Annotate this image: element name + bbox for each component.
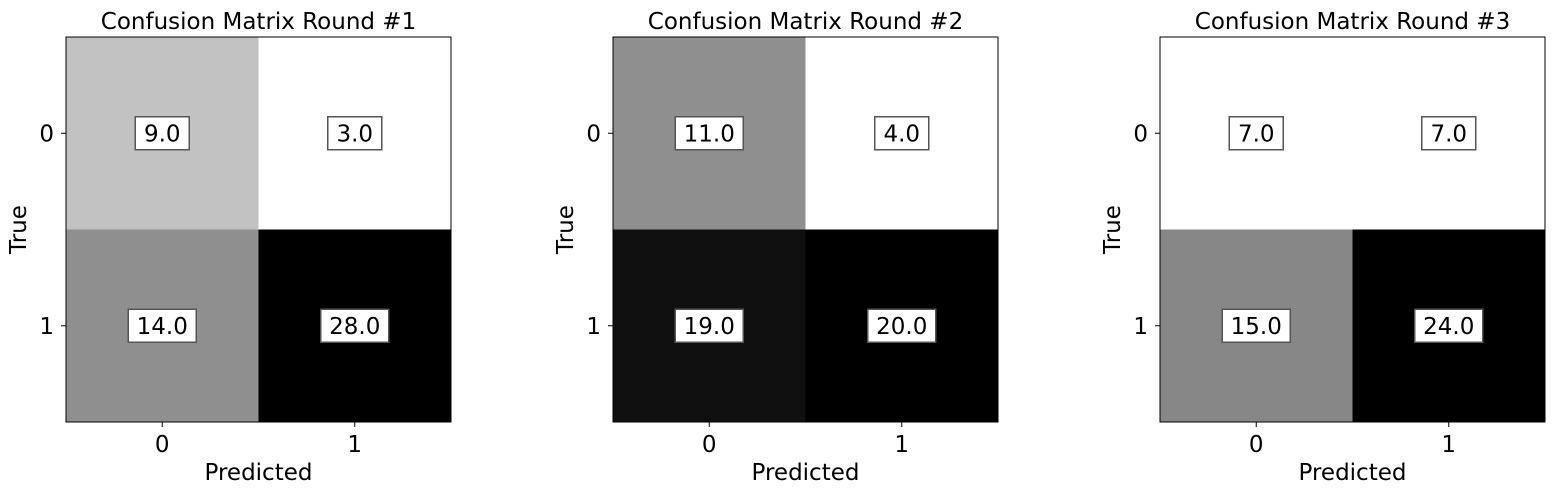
cell-value-label: 28.0 [329,314,380,340]
chart-title: Confusion Matrix Round #1 [101,9,416,35]
confusion-matrix-panel-3: 7.0 7.0 15.0 24.0 0 1 0 1 Confusion Matrix Round… [1100,9,1546,486]
cell-label-box [874,116,930,151]
cell-label-box [320,308,390,343]
cell-value-label: 9.0 [144,121,181,147]
cell-label-box [134,116,190,151]
y-tick-label: 0 [1133,121,1148,147]
cell-value-label: 19.0 [684,314,735,340]
x-tick-label: 0 [702,432,717,458]
cell-label-box [1421,116,1477,151]
cell-label-box [127,308,197,343]
cell-label-box [327,116,383,151]
cell-value-label: 7.0 [1430,121,1467,147]
y-axis-label: True [1100,205,1126,255]
cell-label-box [674,308,744,343]
cell-label-box [867,308,937,343]
cell-label-box [674,116,744,151]
y-tick-label: 1 [39,314,54,340]
x-tick-label: 1 [347,432,362,458]
cell-value-label: 3.0 [336,121,373,147]
cell-value-label: 24.0 [1423,314,1474,340]
cell-value-label: 11.0 [684,121,735,147]
cell-value-label: 14.0 [137,314,188,340]
axes-frame [65,36,452,423]
chart-title: Confusion Matrix Round #3 [1195,9,1510,35]
y-axis-label: True [6,205,32,255]
x-tick-label: 0 [1249,432,1264,458]
cell-value-label: 20.0 [876,314,927,340]
y-tick-label: 0 [39,121,54,147]
y-tick-label: 1 [1133,314,1148,340]
x-axis-label: Predicted [205,460,313,486]
x-axis-label: Predicted [1299,460,1407,486]
confusion-matrix-panel-1: 9.0 3.0 14.0 28.0 0 1 0 1 Confusion Matrix Round… [6,9,452,486]
cell-value-label: 7.0 [1238,121,1275,147]
axes-frame [1159,36,1546,423]
x-tick-label: 1 [894,432,909,458]
x-tick-label: 0 [155,432,170,458]
y-axis-label: True [553,205,579,255]
y-tick-label: 0 [586,121,601,147]
cell-label-box [1414,308,1484,343]
cell-label-box [1228,116,1284,151]
x-axis-label: Predicted [752,460,860,486]
y-tick-label: 1 [586,314,601,340]
cell-value-label: 15.0 [1231,314,1282,340]
confusion-matrix-panel-2: 11.0 4.0 19.0 20.0 0 1 0 1 Confusion Matrix Roun… [553,9,999,486]
chart-title: Confusion Matrix Round #2 [648,9,963,35]
x-tick-label: 1 [1441,432,1456,458]
cell-value-label: 4.0 [883,121,920,147]
cell-label-box [1221,308,1291,343]
axes-frame [612,36,999,423]
